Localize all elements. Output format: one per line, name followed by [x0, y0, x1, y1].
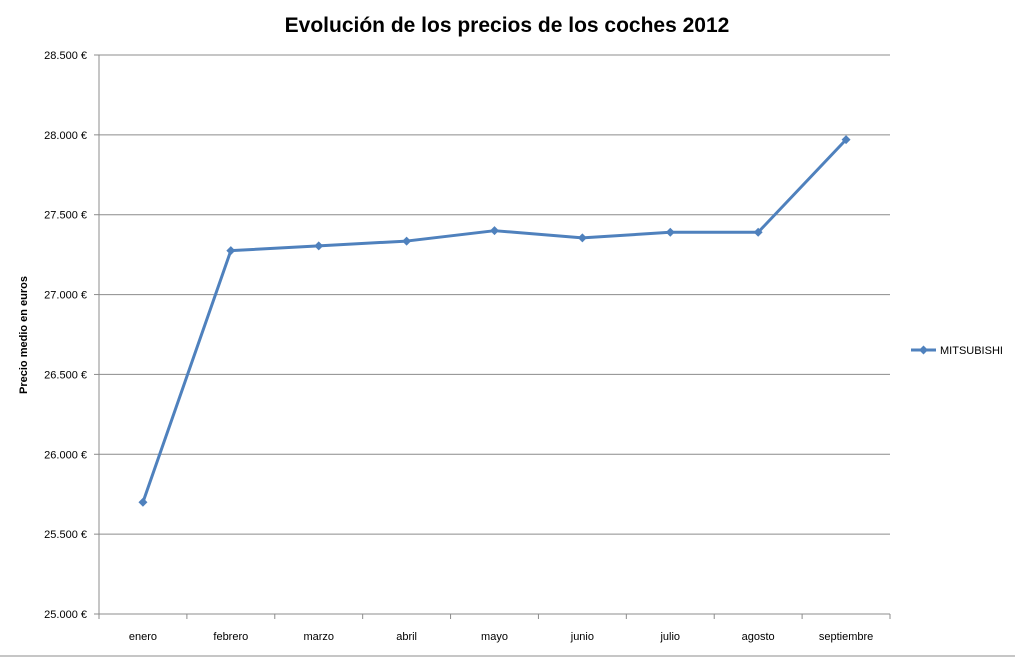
legend: MITSUBISHI — [911, 345, 1003, 357]
y-tick-label: 26.500 € — [44, 369, 87, 381]
y-tick-label: 28.000 € — [44, 130, 87, 142]
x-tick-label: mayo — [481, 631, 508, 643]
y-tick-label: 26.000 € — [44, 449, 87, 461]
x-tick-label: septiembre — [819, 631, 873, 643]
x-axis-ticks: enero febrero marzo abril mayo junio julio agos… — [98, 614, 891, 643]
y-tick-label: 28.500 € — [44, 50, 87, 62]
x-tick-label: abril — [396, 631, 417, 643]
x-tick-label: julio — [659, 631, 680, 643]
series-group — [138, 135, 851, 507]
y-axis-label: Precio medio en euros — [18, 276, 30, 394]
data-point-marker — [490, 226, 499, 236]
x-tick-label: marzo — [303, 631, 334, 643]
x-tick-label: febrero — [213, 631, 248, 643]
chart-title: Evolución de los precios de los coches 2… — [285, 14, 730, 37]
legend-marker — [919, 345, 928, 355]
data-point-marker — [841, 135, 851, 145]
data-point-marker — [577, 233, 587, 243]
data-point-marker — [402, 236, 412, 246]
data-point-marker — [138, 497, 148, 507]
y-tick-label: 27.500 € — [44, 210, 87, 222]
data-point-marker — [226, 246, 236, 256]
y-tick-label: 27.000 € — [44, 290, 87, 302]
x-tick-label: junio — [570, 631, 594, 643]
y-axis-ticks: 25.000 € 25.500 € 26.000 € 26.500 € 27.000 €… — [44, 50, 99, 621]
x-tick-label: enero — [129, 631, 157, 643]
legend-label: MITSUBISHI — [940, 345, 1003, 357]
data-point-marker — [753, 227, 763, 237]
data-point-marker — [665, 227, 675, 237]
axes — [98, 55, 890, 615]
y-tick-label: 25.000 € — [44, 609, 87, 621]
y-tick-label: 25.500 € — [44, 529, 87, 541]
x-tick-label: agosto — [742, 631, 775, 643]
data-point-marker — [314, 241, 324, 251]
gridlines — [99, 54, 890, 615]
